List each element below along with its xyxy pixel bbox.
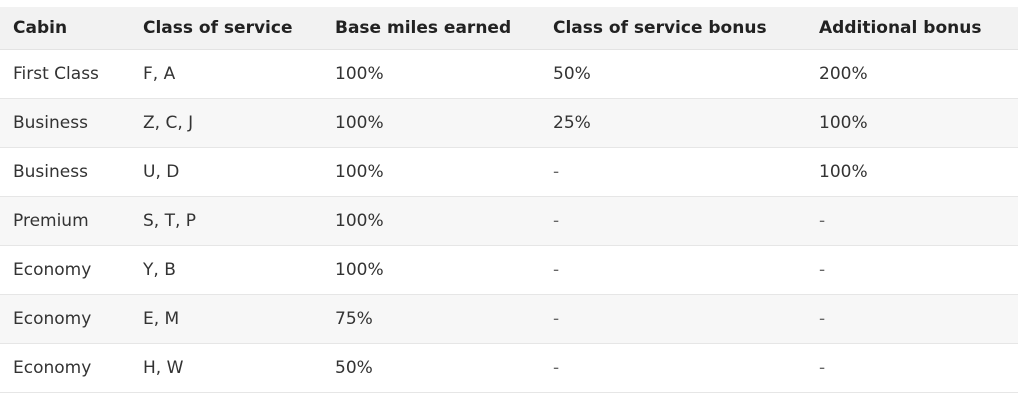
cell-additional-bonus: - [806, 245, 1018, 295]
cell-additional-bonus: 100% [806, 98, 1018, 148]
cell-additional-bonus: - [806, 343, 1018, 393]
cell-class-bonus: - [540, 343, 806, 393]
cell-additional-bonus: - [806, 294, 1018, 344]
miles-earning-table-container: Cabin Class of service Base miles earned… [0, 7, 1018, 393]
cell-base-miles: 75% [322, 294, 540, 344]
table-row: Economy H, W 50% - - [0, 343, 1018, 393]
cell-cabin: Business [0, 147, 130, 197]
table-row: Business U, D 100% - 100% [0, 147, 1018, 197]
cell-additional-bonus: 200% [806, 49, 1018, 99]
cell-class-of-service: S, T, P [130, 196, 322, 246]
cell-class-bonus: 25% [540, 98, 806, 148]
header-base-miles-earned: Base miles earned [322, 7, 540, 50]
cell-base-miles: 100% [322, 245, 540, 295]
cell-base-miles: 100% [322, 98, 540, 148]
table-row: Business Z, C, J 100% 25% 100% [0, 98, 1018, 148]
cell-class-of-service: F, A [130, 49, 322, 99]
cell-class-bonus: - [540, 294, 806, 344]
cell-cabin: Economy [0, 245, 130, 295]
cell-cabin: First Class [0, 49, 130, 99]
cell-base-miles: 50% [322, 343, 540, 393]
cell-class-of-service: E, M [130, 294, 322, 344]
table-body: First Class F, A 100% 50% 200% Business … [0, 49, 1018, 393]
table-row: Economy E, M 75% - - [0, 294, 1018, 344]
cell-additional-bonus: 100% [806, 147, 1018, 197]
header-class-of-service-bonus: Class of service bonus [540, 7, 806, 50]
cell-additional-bonus: - [806, 196, 1018, 246]
cell-class-bonus: - [540, 147, 806, 197]
table-row: First Class F, A 100% 50% 200% [0, 49, 1018, 99]
cell-base-miles: 100% [322, 49, 540, 99]
cell-cabin: Economy [0, 294, 130, 344]
table-header: Cabin Class of service Base miles earned… [0, 7, 1018, 50]
cell-class-of-service: U, D [130, 147, 322, 197]
table-row: Premium S, T, P 100% - - [0, 196, 1018, 246]
cell-base-miles: 100% [322, 196, 540, 246]
cell-class-bonus: - [540, 196, 806, 246]
header-cabin: Cabin [0, 7, 130, 50]
header-additional-bonus: Additional bonus [806, 7, 1018, 50]
cell-class-bonus: 50% [540, 49, 806, 99]
cell-base-miles: 100% [322, 147, 540, 197]
header-row: Cabin Class of service Base miles earned… [0, 7, 1018, 50]
cell-class-bonus: - [540, 245, 806, 295]
header-class-of-service: Class of service [130, 7, 322, 50]
cell-cabin: Business [0, 98, 130, 148]
cell-class-of-service: Z, C, J [130, 98, 322, 148]
cell-class-of-service: Y, B [130, 245, 322, 295]
cell-cabin: Premium [0, 196, 130, 246]
miles-earning-table: Cabin Class of service Base miles earned… [0, 7, 1018, 393]
cell-class-of-service: H, W [130, 343, 322, 393]
cell-cabin: Economy [0, 343, 130, 393]
table-row: Economy Y, B 100% - - [0, 245, 1018, 295]
